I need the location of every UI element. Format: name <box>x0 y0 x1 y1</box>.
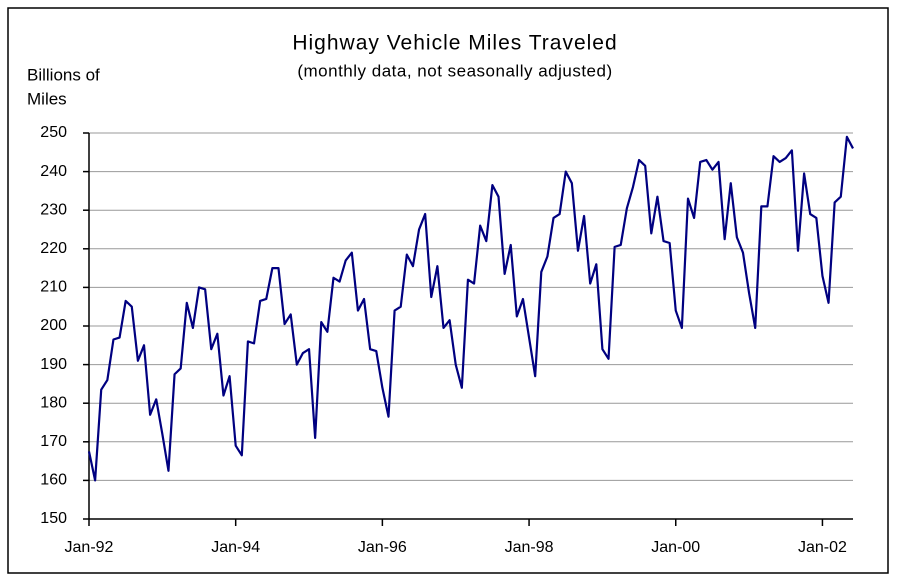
chart-subtitle: (monthly data, not seasonally adjusted) <box>297 61 612 80</box>
y-tick-label: 220 <box>40 240 67 257</box>
y-tick-label: 230 <box>40 201 67 218</box>
data-line <box>87 135 854 482</box>
x-tick-label: Jan-02 <box>798 539 847 556</box>
y-tick-label: 170 <box>40 433 67 450</box>
x-tick-label: Jan-96 <box>358 539 407 556</box>
y-tick-label: 240 <box>40 163 67 180</box>
x-tick-label: Jan-00 <box>651 539 700 556</box>
x-tick-label: Jan-92 <box>65 539 114 556</box>
y-axis-title: Miles <box>27 89 67 108</box>
y-tick-label: 210 <box>40 279 67 296</box>
y-tick-label: 190 <box>40 356 67 373</box>
y-tick-label: 150 <box>40 510 67 527</box>
y-tick-label: 250 <box>40 124 67 141</box>
y-tick-label: 160 <box>40 472 67 489</box>
x-tick-label: Jan-98 <box>505 539 554 556</box>
chart-title: Highway Vehicle Miles Traveled <box>292 32 617 55</box>
y-tick-label: 180 <box>40 394 67 411</box>
chart-frame <box>7 7 889 574</box>
y-axis-title: Billions of <box>27 65 100 84</box>
y-tick-label: 200 <box>40 317 67 334</box>
x-tick-label: Jan-94 <box>211 539 260 556</box>
